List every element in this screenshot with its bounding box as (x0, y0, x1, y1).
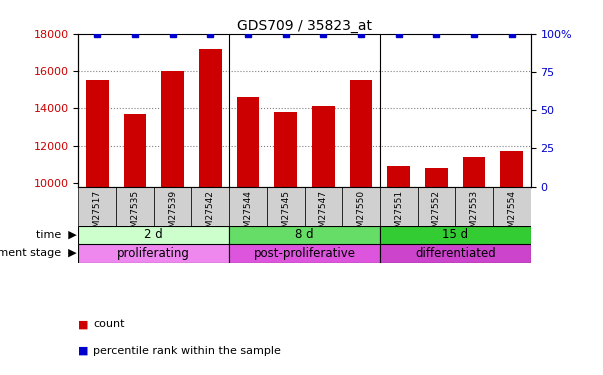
Text: GSM27539: GSM27539 (168, 190, 177, 239)
Text: GSM27554: GSM27554 (507, 190, 516, 238)
Title: GDS709 / 35823_at: GDS709 / 35823_at (237, 19, 372, 33)
Bar (78, 186, 116, 226)
Bar (192, 186, 229, 226)
Text: development stage  ▶: development stage ▶ (0, 248, 77, 258)
Bar (236, 97, 259, 369)
Text: GSM27547: GSM27547 (319, 190, 328, 238)
Bar (463, 157, 485, 369)
Text: 2 d: 2 d (144, 228, 163, 242)
Text: GSM27550: GSM27550 (356, 190, 365, 239)
Bar (154, 186, 192, 226)
Bar (455, 186, 493, 226)
Bar (86, 80, 109, 369)
Bar (124, 114, 146, 369)
Bar (343, 186, 380, 226)
Text: GSM27553: GSM27553 (470, 190, 479, 239)
Bar (350, 80, 373, 369)
Bar (199, 49, 222, 369)
Text: GSM27551: GSM27551 (394, 190, 403, 239)
Text: 15 d: 15 d (442, 228, 469, 242)
Bar (78, 226, 229, 244)
Bar (500, 151, 523, 369)
Text: percentile rank within the sample: percentile rank within the sample (93, 346, 282, 355)
Text: count: count (93, 320, 125, 329)
Bar (425, 168, 447, 369)
Bar (380, 226, 531, 244)
Bar (388, 166, 410, 369)
Bar (274, 112, 297, 369)
Text: 8 d: 8 d (295, 228, 314, 242)
Text: GSM27545: GSM27545 (281, 190, 290, 238)
Bar (493, 186, 531, 226)
Bar (417, 186, 455, 226)
Bar (116, 186, 154, 226)
Bar (229, 226, 380, 244)
Bar (380, 244, 531, 262)
Bar (229, 186, 267, 226)
Text: GSM27535: GSM27535 (130, 190, 139, 239)
Text: GSM27517: GSM27517 (93, 190, 102, 239)
Text: GSM27542: GSM27542 (206, 190, 215, 238)
Text: post-proliferative: post-proliferative (253, 247, 356, 260)
Text: proliferating: proliferating (118, 247, 190, 260)
Text: GSM27544: GSM27544 (244, 190, 253, 238)
Text: time  ▶: time ▶ (36, 230, 77, 240)
Bar (267, 186, 305, 226)
Bar (162, 71, 184, 369)
Bar (229, 244, 380, 262)
Text: differentiated: differentiated (415, 247, 496, 260)
Text: GSM27552: GSM27552 (432, 190, 441, 238)
Text: ■: ■ (78, 346, 89, 355)
Text: ■: ■ (78, 320, 89, 329)
Bar (312, 106, 335, 369)
Bar (380, 186, 417, 226)
Bar (305, 186, 343, 226)
Bar (78, 244, 229, 262)
